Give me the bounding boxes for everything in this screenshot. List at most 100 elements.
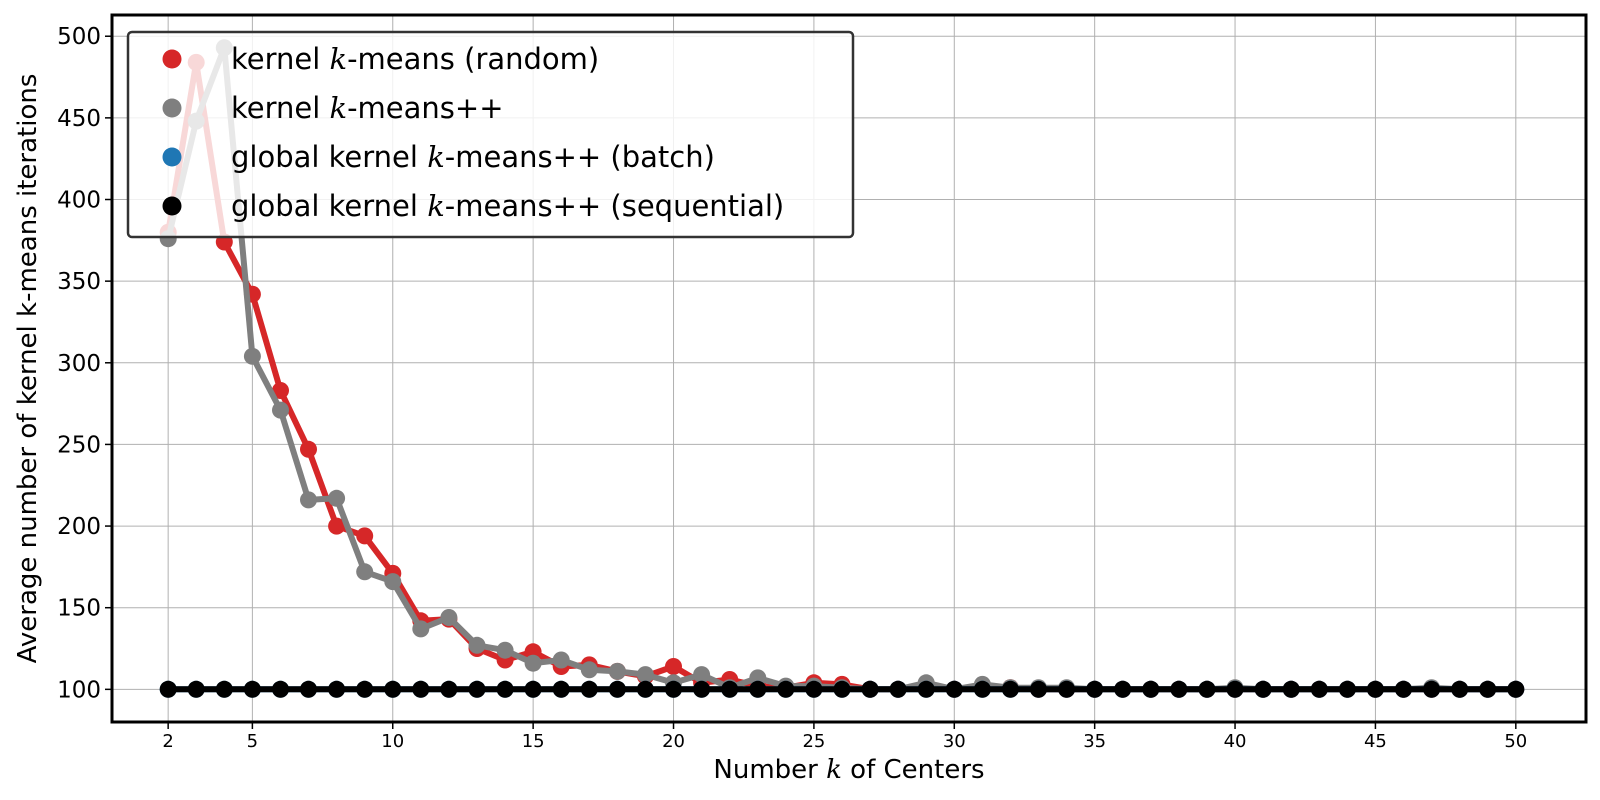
data-point — [693, 666, 711, 684]
data-point — [665, 658, 682, 675]
data-point — [159, 680, 177, 698]
series-4 — [159, 680, 1525, 698]
data-point — [580, 661, 598, 679]
tick-label-x: 30 — [943, 731, 966, 752]
data-point — [384, 680, 402, 698]
data-point — [636, 680, 654, 698]
data-point — [552, 680, 570, 698]
data-point — [1058, 680, 1076, 698]
data-point — [608, 680, 626, 698]
data-point — [328, 517, 346, 535]
legend-label: global kernel k-means++ (sequential) — [231, 189, 784, 223]
data-point — [1254, 680, 1272, 698]
legend: kernel k-means (random) kernel k-means++ g… — [126, 30, 855, 239]
data-point — [440, 680, 458, 698]
legend-marker — [162, 98, 182, 118]
data-point — [1198, 680, 1216, 698]
tick-label-x: 20 — [662, 731, 685, 752]
data-point — [749, 680, 767, 698]
data-point — [721, 680, 739, 698]
legend-marker — [162, 49, 182, 69]
tick-label-x: 50 — [1504, 731, 1527, 752]
data-point — [412, 620, 430, 638]
plot-frame — [110, 13, 1588, 724]
data-point — [1451, 680, 1469, 698]
tick-label-y: 450 — [57, 106, 101, 132]
y-axis-label: Average number of kernel k-means iterati… — [13, 74, 43, 664]
data-point — [1030, 680, 1047, 698]
tick-label-x: 25 — [802, 731, 825, 752]
data-point — [272, 680, 289, 698]
tick-label-x: 45 — [1364, 731, 1387, 752]
legend-marker — [162, 196, 182, 216]
data-point — [412, 680, 430, 698]
tick-label-x: 35 — [1083, 731, 1106, 752]
data-point — [328, 489, 346, 507]
data-point — [524, 654, 542, 672]
data-point — [973, 680, 991, 698]
data-point — [272, 382, 289, 399]
data-point — [187, 680, 205, 698]
data-point — [300, 491, 317, 509]
data-point — [1338, 680, 1356, 698]
data-point — [243, 347, 261, 365]
data-point — [328, 680, 346, 698]
tick-label-y: 500 — [57, 24, 101, 50]
data-point — [468, 636, 486, 654]
data-point — [608, 662, 626, 680]
legend-label: kernel k-means (random) — [231, 42, 599, 76]
data-point — [440, 609, 458, 626]
data-point — [1170, 680, 1188, 698]
data-point — [1282, 680, 1300, 698]
data-point — [1423, 680, 1441, 698]
tick-label-y: 300 — [57, 351, 101, 377]
data-point — [1395, 680, 1412, 698]
data-point — [1142, 680, 1160, 698]
data-point — [1310, 680, 1328, 698]
data-point — [215, 680, 233, 698]
data-point — [468, 680, 486, 698]
data-point — [917, 680, 935, 698]
data-point — [777, 680, 795, 698]
data-point — [805, 680, 823, 698]
tick-label-y: 250 — [57, 432, 101, 458]
x-axis-label: Number k of Centers — [713, 755, 984, 785]
data-point — [889, 680, 907, 698]
tick-label-y: 400 — [57, 188, 101, 214]
data-point — [356, 563, 374, 581]
tick-label-x: 40 — [1224, 731, 1247, 752]
legend-box — [126, 30, 855, 239]
tick-label-x: 5 — [247, 731, 258, 752]
data-point — [693, 680, 711, 698]
data-point — [300, 440, 317, 458]
data-point — [496, 680, 514, 698]
data-point — [1479, 680, 1497, 698]
tick-label-x: 15 — [522, 731, 545, 752]
data-point — [356, 680, 374, 698]
data-point — [1114, 680, 1132, 698]
data-point — [580, 680, 598, 698]
data-point — [1226, 680, 1244, 698]
legend-marker — [162, 147, 182, 167]
data-point — [945, 680, 963, 698]
data-point — [272, 401, 289, 419]
data-point — [384, 573, 402, 591]
data-point — [496, 641, 514, 659]
data-point — [636, 666, 654, 684]
data-point — [300, 680, 317, 698]
data-point — [524, 680, 542, 698]
data-point — [665, 680, 682, 698]
tick-label-y: 100 — [57, 677, 101, 703]
data-point — [833, 680, 851, 698]
data-point — [356, 527, 374, 545]
data-point — [243, 680, 261, 698]
tick-label-x: 10 — [381, 731, 404, 752]
data-point — [1366, 680, 1384, 698]
legend-label: kernel k-means++ — [231, 91, 504, 125]
data-point — [552, 651, 570, 669]
tick-label-y: 150 — [57, 596, 101, 622]
tick-label-x: 2 — [162, 731, 173, 752]
data-point — [1507, 680, 1525, 698]
